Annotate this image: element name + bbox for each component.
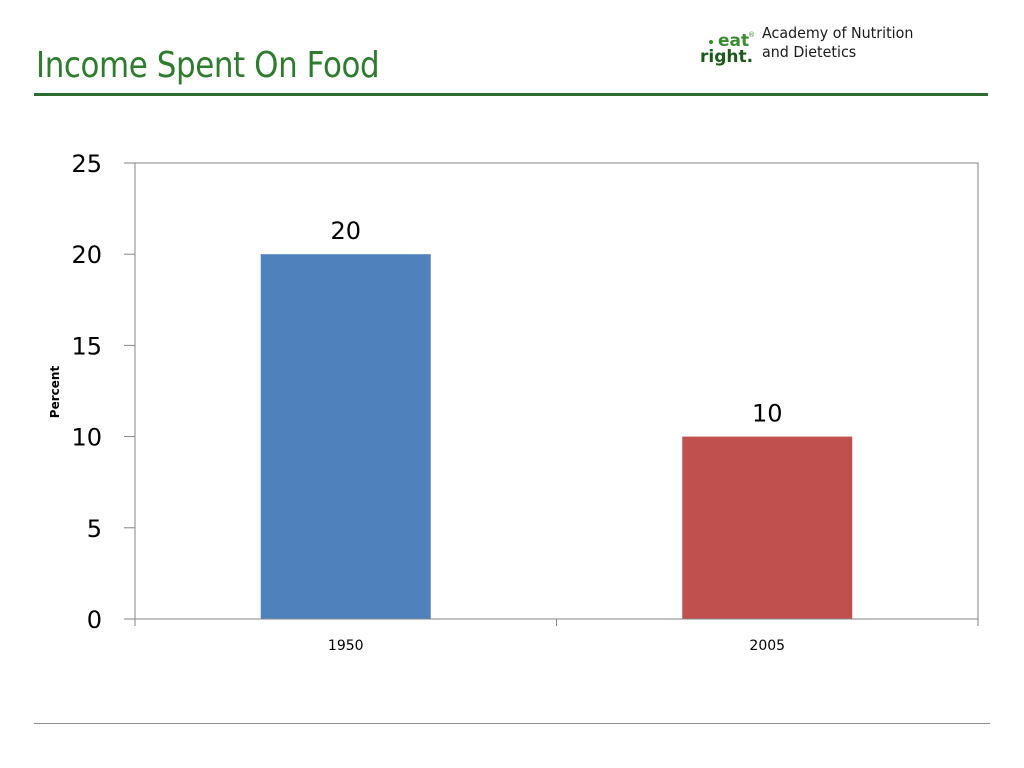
bar-1950 [260,254,431,619]
x-tick-label-2005: 2005 [749,638,785,654]
svg-text:right.: right. [700,47,753,67]
y-tick-label: 5 [87,515,102,543]
bar-2005 [682,436,853,619]
y-tick-label: 25 [71,150,102,178]
data-label-1950: 20 [330,217,361,245]
academy-name: Academy of Nutrition and Dietetics [762,24,921,62]
eatright-logo-icon: eat ® right. [700,31,755,67]
svg-text:eat: eat [718,31,749,51]
slide-title: Income Spent On Food [36,45,380,86]
bar-chart: 0 5 10 15 20 25 20 10 1950 2005 Percent [0,130,1024,670]
title-divider [34,93,988,96]
academy-name-line2: and Dietetics [762,43,857,61]
y-tick-label: 0 [87,606,102,634]
y-tick-label: 20 [71,241,102,269]
y-tick-label: 15 [71,332,102,360]
x-tick-label-1950: 1950 [328,638,364,654]
data-label-2005: 10 [752,400,783,428]
y-tick-label: 10 [71,424,102,452]
bar-chart-svg: 0 5 10 15 20 25 20 10 1950 2005 Percent [48,150,979,654]
y-axis-label: Percent [48,366,62,419]
svg-text:®: ® [748,31,755,39]
academy-name-line1: Academy of Nutrition [762,24,914,42]
footer-divider [34,723,990,724]
eatright-logo: eat ® right. Academy of Nutrition and Di… [698,24,958,72]
